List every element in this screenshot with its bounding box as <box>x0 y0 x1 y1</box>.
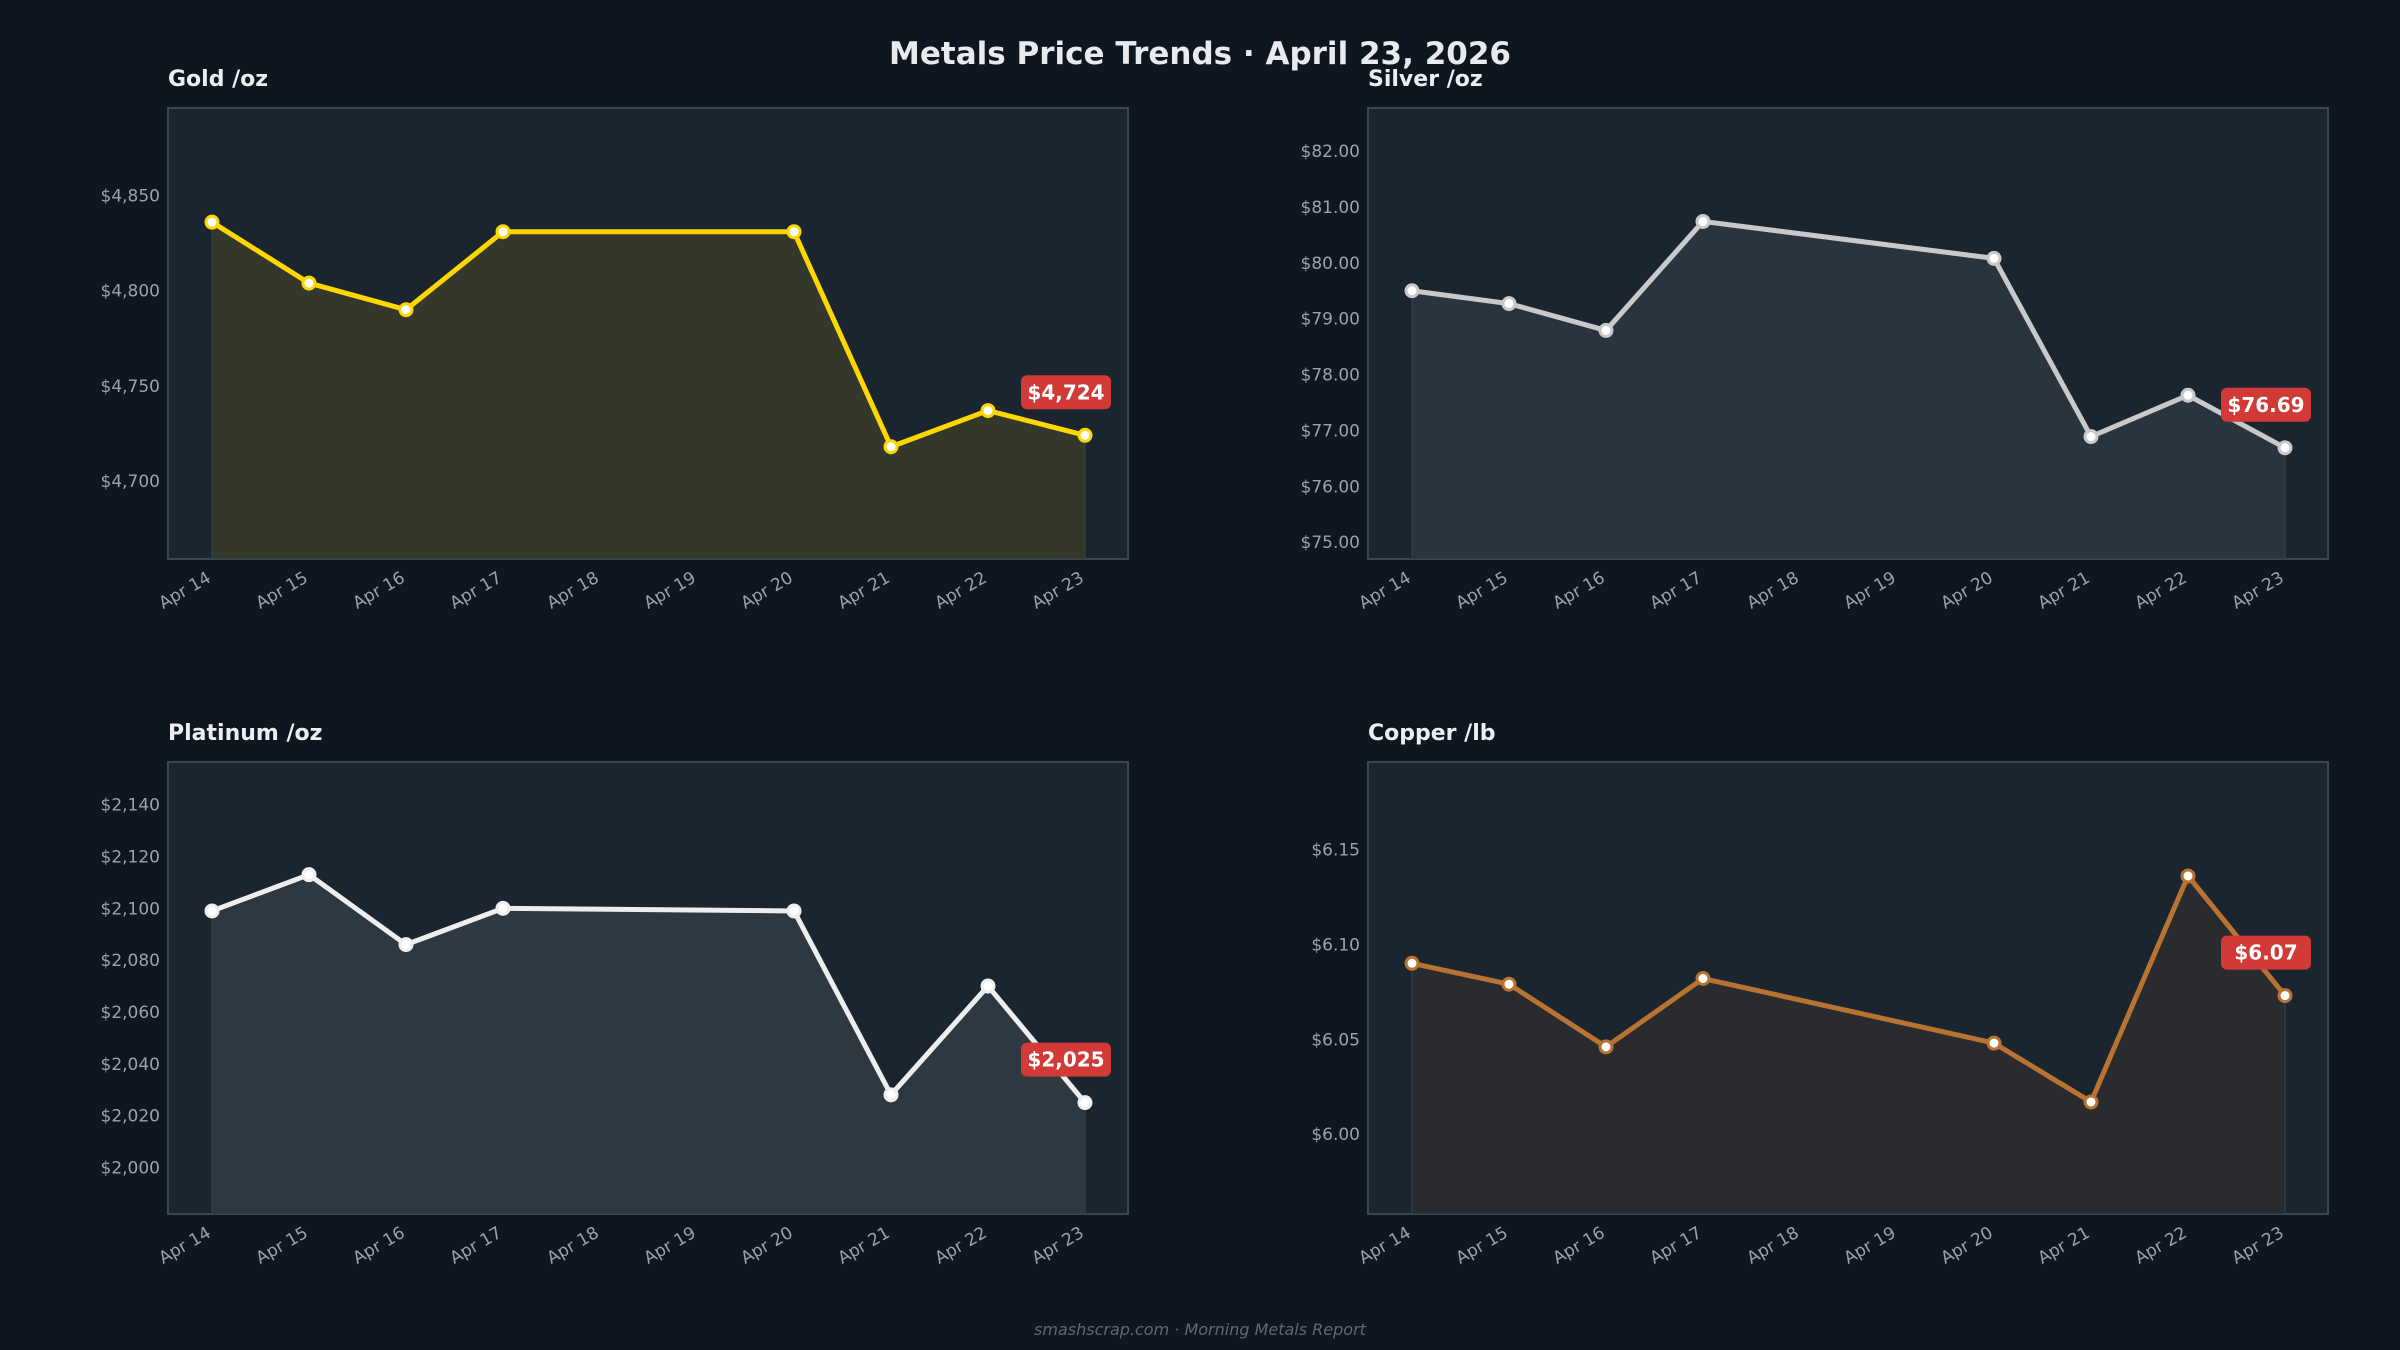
y-tick-label: $2,140 <box>101 796 160 816</box>
last-price-label: $2,025 <box>1027 1048 1104 1072</box>
data-point-apr-22 <box>980 978 996 994</box>
y-tick-label: $4,700 <box>101 472 160 492</box>
y-tick-label: $6.10 <box>1311 935 1360 955</box>
series-line <box>1411 218 2287 450</box>
y-tick-label: $2,040 <box>101 1055 160 1075</box>
y-tick-label: $78.00 <box>1301 366 1360 386</box>
y-tick-label: $82.00 <box>1301 142 1360 162</box>
y-tick-label: $2,080 <box>101 951 160 971</box>
badge-background <box>2221 935 2311 970</box>
data-point-apr-17 <box>495 224 511 240</box>
data-point-apr-22 <box>2180 868 2196 884</box>
data-point-apr-22 <box>2180 387 2196 403</box>
data-point-apr-20 <box>786 903 802 919</box>
y-tick-label: $6.15 <box>1311 840 1360 860</box>
data-point-apr-22 <box>980 403 996 419</box>
footer-credit: smashscrap.com · Morning Metals Report <box>1034 1320 1367 1339</box>
data-point-apr-21 <box>883 439 899 455</box>
y-tick-label: $81.00 <box>1301 198 1360 218</box>
data-point-apr-23 <box>2277 440 2293 456</box>
data-point-apr-17 <box>1695 971 1711 987</box>
panel-title: Silver /oz <box>1368 67 1483 92</box>
y-tick-label: $2,060 <box>101 1003 160 1023</box>
series-line <box>1411 873 2287 1105</box>
chart-panel-platinum: Platinum /oz $2,000 $2,020 $2,040 $2,060 $2,0… <box>101 721 1129 1269</box>
data-point-apr-17 <box>1695 213 1711 229</box>
y-tick-label: $75.00 <box>1301 533 1360 553</box>
y-tick-label: $77.00 <box>1301 421 1360 441</box>
y-tick-label: $2,120 <box>101 848 160 868</box>
data-point-apr-16 <box>398 302 414 318</box>
data-point-apr-14 <box>1404 283 1420 299</box>
chart-panel-silver: Silver /oz $75.00 $76.00 $77.00 $78.00 $79.00… <box>1301 67 2329 614</box>
y-tick-label: $76.00 <box>1301 477 1360 497</box>
series-line <box>211 872 1087 1105</box>
y-tick-label: $6.00 <box>1311 1125 1360 1145</box>
data-point-apr-23 <box>1077 1095 1093 1111</box>
panel-title: Platinum /oz <box>168 721 322 746</box>
panel-title: Gold /oz <box>168 67 268 92</box>
y-tick-label: $4,800 <box>101 282 160 302</box>
last-price-badge: $76.69 <box>2221 387 2311 422</box>
main-title: Metals Price Trends · April 23, 2026 <box>889 36 1511 72</box>
data-point-apr-16 <box>1598 322 1614 338</box>
y-tick-label: $80.00 <box>1301 254 1360 274</box>
last-price-badge: $4,724 <box>1021 375 1111 410</box>
data-point-apr-15 <box>1501 976 1517 992</box>
data-point-apr-23 <box>2277 988 2293 1004</box>
y-tick-label: $2,000 <box>101 1158 160 1178</box>
data-point-apr-21 <box>2083 1094 2099 1110</box>
badge-background <box>2221 387 2311 422</box>
data-point-apr-20 <box>1986 250 2002 266</box>
last-price-badge: $2,025 <box>1021 1042 1111 1077</box>
data-point-apr-14 <box>1404 955 1420 971</box>
badge-background <box>1021 1042 1111 1077</box>
data-point-apr-14 <box>204 214 220 230</box>
data-point-apr-21 <box>883 1087 899 1103</box>
data-point-apr-20 <box>786 224 802 240</box>
last-price-label: $4,724 <box>1027 380 1104 404</box>
y-tick-label: $4,850 <box>101 187 160 207</box>
data-point-apr-20 <box>1986 1035 2002 1051</box>
y-tick-label: $4,750 <box>101 377 160 397</box>
y-tick-label: $2,100 <box>101 899 160 919</box>
y-tick-label: $6.05 <box>1311 1030 1360 1050</box>
data-point-apr-21 <box>2083 429 2099 445</box>
series-line <box>210 220 1086 450</box>
data-point-apr-16 <box>398 937 414 953</box>
data-point-apr-15 <box>301 275 317 291</box>
last-price-label: $76.69 <box>2227 393 2304 417</box>
last-price-badge: $6.07 <box>2221 935 2311 970</box>
badge-background <box>1021 375 1111 410</box>
panel-title: Copper /lb <box>1368 721 1496 746</box>
data-point-apr-16 <box>1598 1039 1614 1055</box>
y-tick-label: $79.00 <box>1301 310 1360 330</box>
data-point-apr-15 <box>1501 296 1517 312</box>
y-tick-label: $2,020 <box>101 1107 160 1127</box>
last-price-label: $6.07 <box>2234 941 2297 965</box>
data-point-apr-23 <box>1077 427 1093 443</box>
data-point-apr-17 <box>495 900 511 916</box>
data-point-apr-15 <box>301 867 317 883</box>
data-point-apr-14 <box>204 903 220 919</box>
